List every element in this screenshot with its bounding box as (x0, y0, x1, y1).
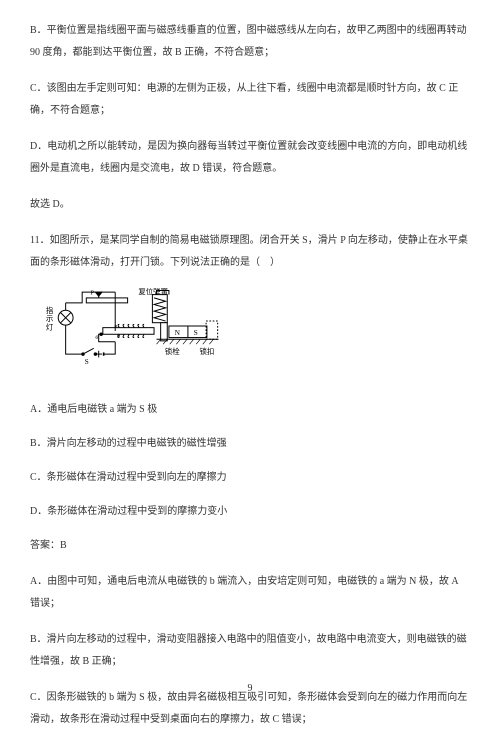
paragraph-b: B．平衡位置是指线圈平面与磁感线垂直的位置，图中磁感线从左向右，故甲乙两图中的线… (30, 20, 470, 64)
svg-text:锁栓: 锁栓 (165, 346, 180, 356)
paragraph-choose: 故选 D。 (30, 194, 470, 216)
svg-text:锁扣: 锁扣 (199, 346, 214, 356)
paragraph-c: C．该图由左手定则可知：电源的左侧为正极，从上往下看，线圈中电流都是顺时针方向，… (30, 78, 470, 122)
circuit-diagram: P b 指 示 灯 S a (40, 288, 240, 383)
question-11: 11．如图所示，是某同学自制的简易电磁锁原理图。闭合开关 S，滑片 P 向左移动… (30, 230, 470, 274)
svg-text:S: S (85, 357, 89, 366)
svg-text:复位弹簧: 复位弹簧 (138, 288, 168, 296)
svg-text:S: S (194, 328, 198, 337)
page-number: 9 (0, 678, 500, 700)
option-b: B．滑片向左移动的过程中电磁铁的磁性增强 (30, 433, 470, 455)
explain-a: A．由图中可知，通电后电流从电磁铁的 b 端流入，由安培定则可知，电磁铁的 a … (30, 571, 470, 615)
answer-line: 答案：B (30, 535, 470, 557)
svg-text:P: P (90, 290, 94, 297)
option-c: C．条形磁体在滑动过程中受到向左的摩擦力 (30, 467, 470, 489)
option-a: A．通电后电磁铁 a 端为 S 极 (30, 399, 470, 421)
paragraph-d: D．电动机之所以能转动，是因为换向器每当转过平衡位置就会改变线圈中电流的方向，即… (30, 136, 470, 180)
svg-text:灯: 灯 (46, 321, 54, 331)
option-d: D．条形磁体在滑动过程中受到的摩擦力变小 (30, 501, 470, 523)
svg-text:N: N (175, 328, 181, 337)
explain-b: B．滑片向左移动的过程中，滑动变阻器接入电路中的阻值变小，故电路中电流变大，则电… (30, 629, 470, 673)
